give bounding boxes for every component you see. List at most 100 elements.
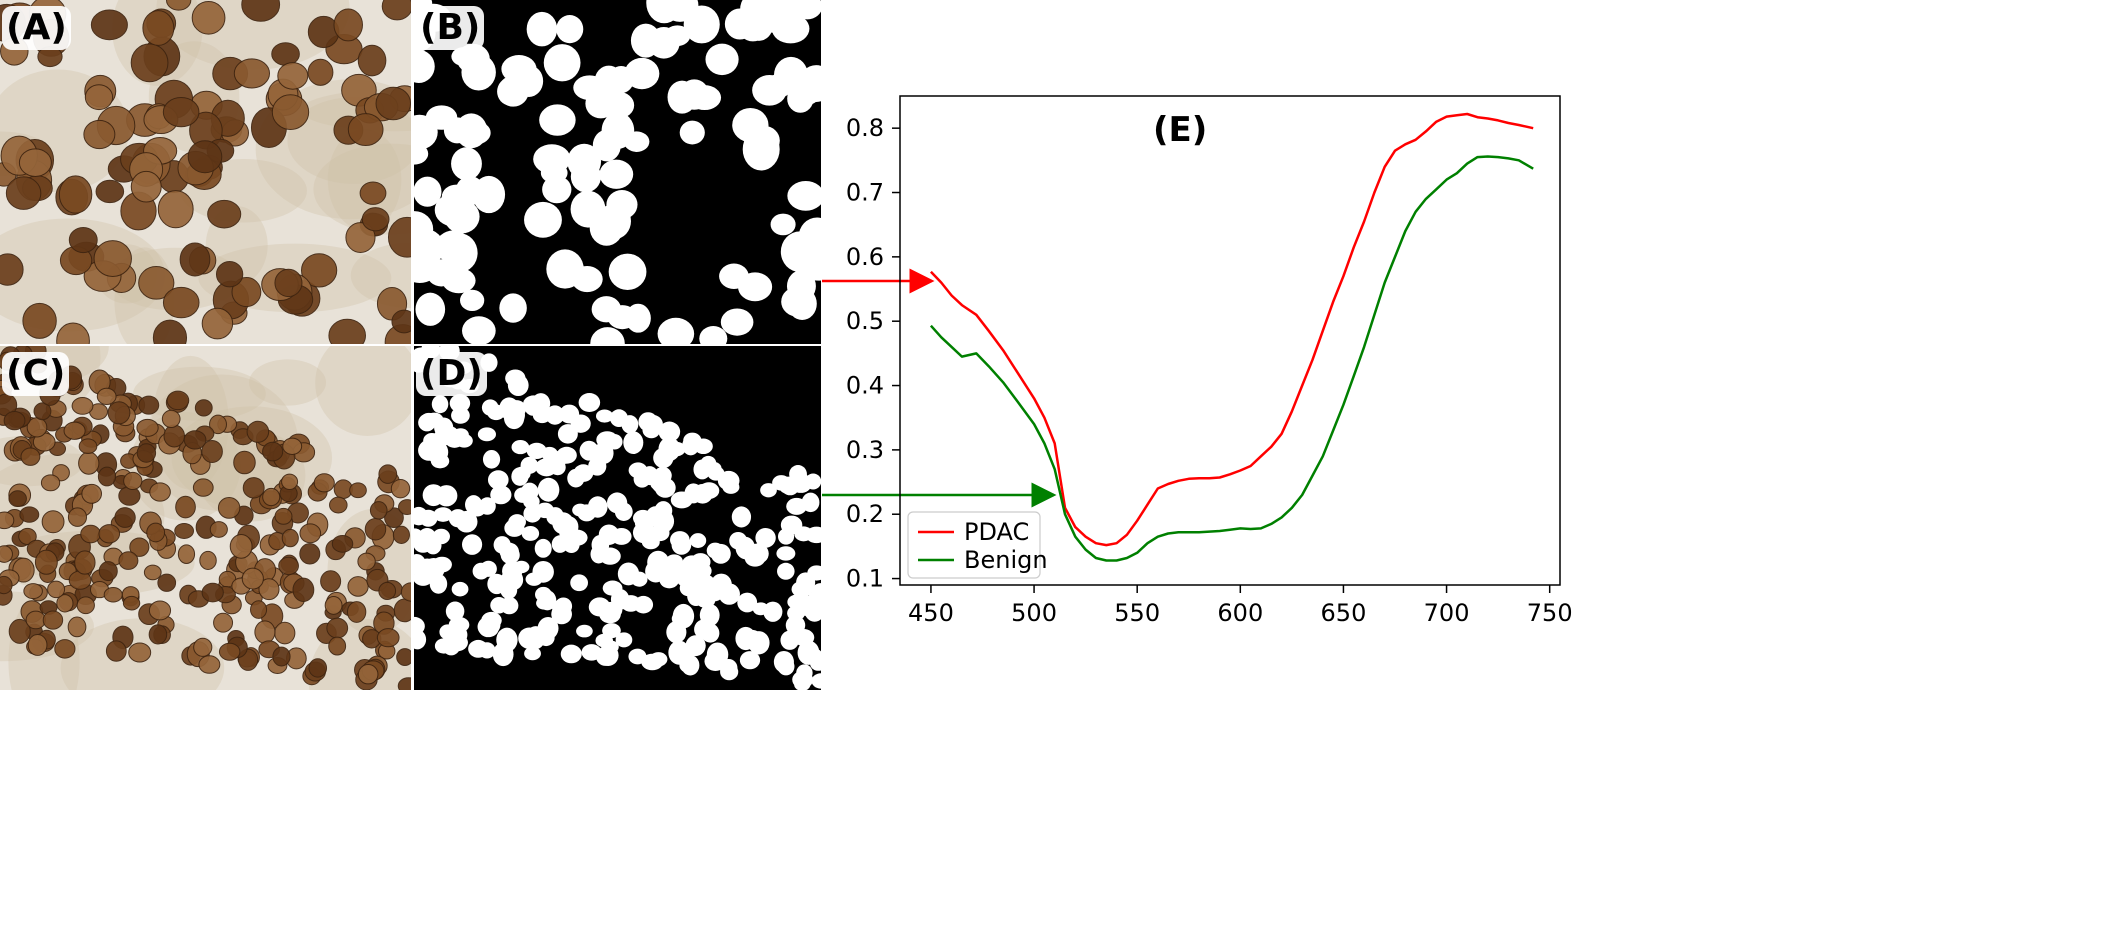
mask-blob (556, 15, 584, 44)
mask-blob (811, 673, 821, 689)
mask-blob (456, 43, 490, 74)
mask-blob (786, 497, 807, 515)
nucleus (387, 216, 411, 258)
nucleus (274, 507, 293, 525)
nucleus (136, 443, 157, 463)
nucleus (162, 97, 200, 128)
nucleus (299, 523, 322, 544)
mask-blob (420, 412, 438, 429)
mask-blob (685, 635, 706, 657)
tissue-patch (249, 359, 327, 406)
nucleus (40, 474, 61, 492)
nucleus (375, 86, 411, 121)
nucleus (3, 410, 26, 431)
panel-a-label: (A) (2, 6, 71, 50)
mask-blob (638, 412, 658, 432)
mask-blob (770, 213, 796, 236)
nucleus (56, 594, 74, 613)
nucleus (193, 637, 213, 657)
nucleus (278, 556, 299, 576)
nucleus (229, 534, 253, 559)
nucleus (392, 525, 410, 544)
nucleus (346, 601, 367, 623)
nucleus (179, 242, 211, 277)
nucleus (130, 170, 162, 203)
nucleus (300, 253, 338, 288)
panel-e-label: (E) (1153, 110, 1208, 150)
nucleus (347, 576, 369, 597)
mask-blob (630, 571, 648, 587)
nucleus (397, 677, 411, 690)
nucleus (56, 322, 90, 344)
nucleus (128, 642, 152, 663)
mask-blob (414, 506, 428, 526)
mask-blob (499, 293, 527, 323)
mask-blob (623, 131, 650, 152)
mask-blob (760, 483, 777, 498)
nucleus (138, 395, 160, 415)
mask-blob (649, 652, 668, 667)
nucleus (95, 179, 125, 204)
nucleus (282, 437, 303, 455)
nucleus (81, 483, 103, 504)
mask-blob (455, 510, 478, 533)
mask-blob (658, 437, 681, 462)
mask-blob (700, 455, 717, 472)
mask-blob (482, 449, 501, 469)
mask-blob (689, 533, 707, 548)
nucleus (63, 421, 86, 440)
nucleus (199, 550, 217, 570)
nucleus (292, 577, 315, 602)
nucleus (157, 190, 194, 229)
nucleus (148, 624, 168, 645)
mask-blob (500, 597, 519, 615)
nucleus (357, 44, 387, 77)
mask-blob (645, 560, 667, 583)
mask-blob (679, 120, 705, 145)
mask-blob (608, 253, 647, 291)
mask-blob (524, 201, 562, 238)
nucleus (98, 561, 118, 582)
mask-blob (425, 105, 458, 130)
nucleus (18, 527, 37, 545)
mask-blob (487, 470, 509, 490)
nucleus (138, 266, 175, 300)
mask-blob (543, 44, 581, 82)
mask-blob (567, 143, 602, 180)
mask-blob (731, 506, 752, 528)
mask-blob (492, 642, 514, 667)
mask-blob (461, 534, 483, 555)
mask-blob (534, 538, 552, 558)
nucleus (218, 642, 241, 661)
mask-blob (739, 651, 761, 670)
mask-blob (695, 483, 713, 503)
mask-blob (791, 580, 813, 598)
mask-blob (414, 229, 445, 267)
mask-blob (497, 77, 523, 106)
mask-blob (752, 602, 769, 616)
nucleus (277, 62, 309, 90)
mask-blob (538, 483, 557, 500)
mask-blob (719, 263, 749, 289)
mask-blob (776, 546, 796, 561)
mask-blob (490, 485, 512, 505)
nucleus (329, 496, 348, 514)
nucleus (54, 639, 76, 659)
mask-blob (414, 528, 425, 548)
mask-blob (811, 583, 821, 601)
nucleus (0, 253, 24, 286)
mask-blob (533, 144, 571, 174)
x-tick-label: 550 (1114, 599, 1160, 627)
nucleus (320, 570, 342, 593)
panel-b-label: (B) (416, 6, 485, 50)
mask-blob (805, 473, 821, 490)
nucleus (396, 648, 411, 666)
mask-blob (620, 595, 641, 612)
mask-blob (500, 581, 518, 600)
mask-blob (771, 13, 810, 44)
mask-blob (664, 25, 691, 47)
mask-blob (737, 592, 758, 613)
mask-blob (798, 217, 821, 257)
nucleus (161, 409, 181, 429)
y-tick-label: 0.6 (846, 243, 884, 271)
